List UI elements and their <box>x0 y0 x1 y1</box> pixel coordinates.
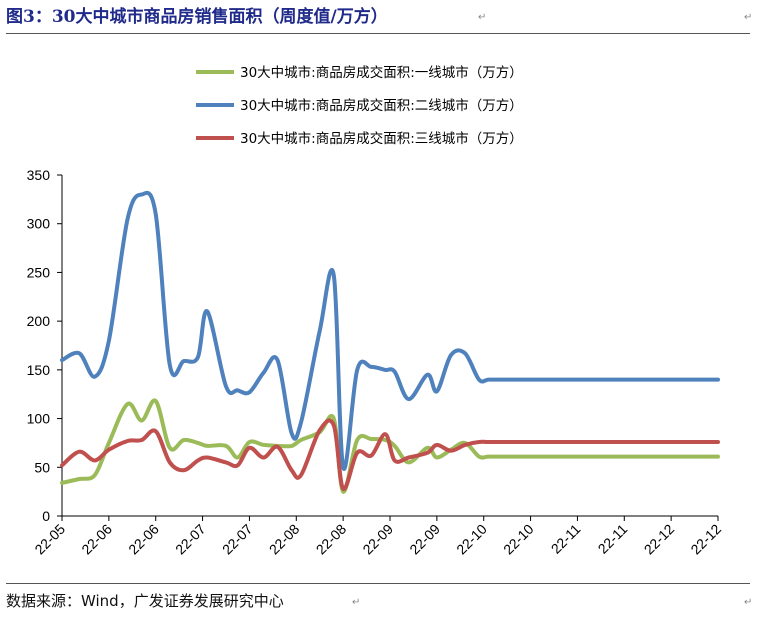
x-tick-label: 22-08 <box>266 521 303 558</box>
x-tick-label: 22-06 <box>125 521 162 558</box>
legend-label: 30大中城市:商品房成交面积:一线城市（万方） <box>240 64 523 81</box>
paragraph-mark-icon: ↵ <box>744 12 753 23</box>
chart-lines <box>60 190 720 494</box>
y-tick-label: 150 <box>27 362 51 378</box>
y-tick-label: 250 <box>27 264 51 280</box>
x-tick-label: 22-11 <box>548 521 584 557</box>
x-tick-label: 22-12 <box>641 521 678 558</box>
x-tick-label: 22-12 <box>687 521 724 558</box>
x-tick-label: 22-06 <box>78 521 115 558</box>
x-tick-label: 22-05 <box>31 521 68 558</box>
y-tick-label: 200 <box>27 313 51 329</box>
paragraph-mark-icon: ↵ <box>744 597 753 608</box>
paragraph-mark-icon: ↵ <box>352 597 361 608</box>
figure-title: 图3：30大中城市商品房销售面积（周度值/万方） <box>6 7 388 27</box>
top-rule <box>6 33 750 34</box>
x-tick-label: 22-07 <box>219 521 256 558</box>
x-tick-label: 22-09 <box>406 521 443 558</box>
x-tick-label: 22-09 <box>359 521 396 558</box>
y-tick-label: 100 <box>27 411 51 427</box>
chart-legend: 30大中城市:商品房成交面积:一线城市（万方） 30大中城市:商品房成交面积:二线… <box>196 64 523 147</box>
y-tick-label: 300 <box>27 216 51 232</box>
y-tick-label: 0 <box>42 508 50 524</box>
x-tick-label: 22-08 <box>313 521 350 558</box>
x-tick-label: 22-10 <box>453 521 490 558</box>
x-tick-label: 22-10 <box>500 521 537 558</box>
y-tick-label: 350 <box>27 167 51 183</box>
y-tick-label: 50 <box>34 459 50 475</box>
x-tick-label: 22-11 <box>594 521 630 557</box>
line-series-tier2 <box>60 190 720 472</box>
line-series-tier3 <box>60 418 720 491</box>
x-tick-label: 22-07 <box>172 521 209 558</box>
source-note: 数据来源：Wind，广发证券发展研究中心 <box>6 592 284 610</box>
chart-axes: 0 50 100 150 200 250 300 350 22-05 22-06 22-06 22-0… <box>27 167 725 557</box>
bottom-rule <box>6 583 750 584</box>
paragraph-mark-icon: ↵ <box>478 12 487 23</box>
legend-label: 30大中城市:商品房成交面积:三线城市（万方） <box>240 130 523 147</box>
legend-label: 30大中城市:商品房成交面积:二线城市（万方） <box>240 97 523 114</box>
